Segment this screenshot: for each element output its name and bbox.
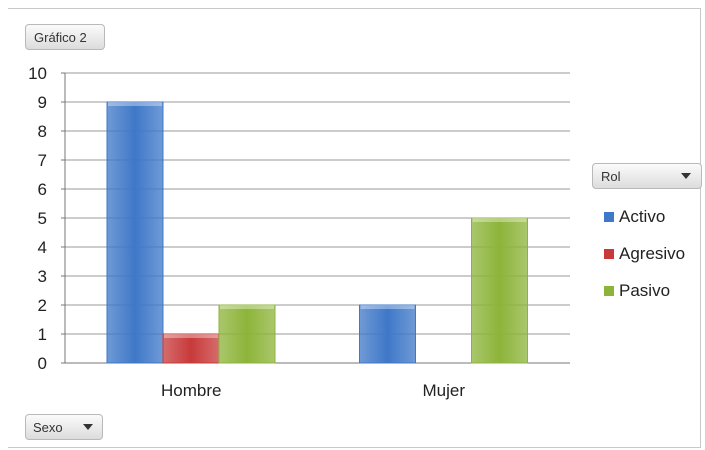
bar-highlight <box>164 334 218 338</box>
y-tick-label: 3 <box>38 267 47 286</box>
y-tick-label: 7 <box>38 151 47 170</box>
rol-filter-dropdown[interactable]: Rol <box>592 163 702 189</box>
x-tick-label-mujer: Mujer <box>422 381 465 400</box>
y-tick-label: 10 <box>28 64 47 83</box>
chevron-down-icon <box>83 424 93 430</box>
legend: Activo Agresivo Pasivo <box>604 198 685 309</box>
sexo-filter-label: Sexo <box>33 419 63 435</box>
bar-highlight <box>472 218 527 222</box>
bar-agresivo-hombre <box>162 333 220 364</box>
y-tick-label: 2 <box>38 296 47 315</box>
sexo-filter-dropdown[interactable]: Sexo <box>25 414 103 440</box>
y-tick-label: 5 <box>38 209 47 228</box>
chart-title-button[interactable]: Gráfico 2 <box>25 24 105 50</box>
y-tick-label: 1 <box>38 325 47 344</box>
legend-swatch-pasivo <box>604 285 614 296</box>
legend-label-activo: Activo <box>619 206 666 226</box>
x-tick-label-hombre: Hombre <box>161 381 221 400</box>
legend-item-activo: Activo <box>604 198 685 235</box>
legend-swatch-agresivo <box>604 248 614 259</box>
y-tick-label: 6 <box>38 180 47 199</box>
bar-highlight <box>220 305 274 309</box>
y-tick-label: 0 <box>38 354 47 373</box>
bar-pasivo-mujer <box>471 217 528 364</box>
chevron-down-icon <box>681 173 691 179</box>
bar-highlight <box>360 305 415 309</box>
chart-frame <box>8 8 701 448</box>
rol-filter-label: Rol <box>601 168 621 184</box>
bar-activo-hombre <box>106 101 164 364</box>
bar-highlight <box>108 102 162 106</box>
y-tick-label: 4 <box>38 238 47 257</box>
legend-item-pasivo: Pasivo <box>604 272 685 309</box>
legend-label-pasivo: Pasivo <box>619 280 671 300</box>
legend-item-agresivo: Agresivo <box>604 235 685 272</box>
bar-pasivo-hombre <box>218 304 276 364</box>
y-tick-label: 8 <box>38 122 47 141</box>
legend-label-agresivo: Agresivo <box>619 243 686 263</box>
bar-activo-mujer <box>359 304 416 364</box>
legend-swatch-activo <box>604 211 614 222</box>
y-tick-label: 9 <box>38 93 47 112</box>
chart-title-label: Gráfico 2 <box>34 29 87 45</box>
